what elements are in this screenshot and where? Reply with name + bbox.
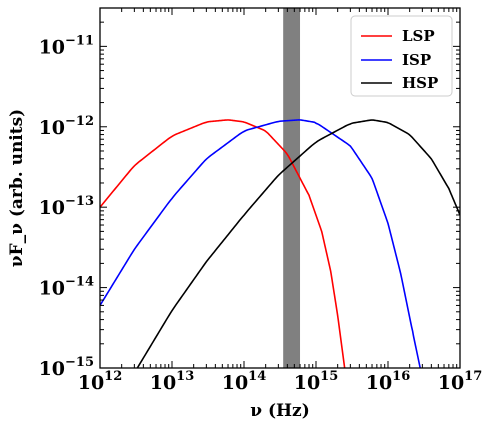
tick-layer <box>99 7 461 369</box>
x-tick-label: 1012 <box>78 369 123 394</box>
y-tick-label: 10−12 <box>39 114 94 139</box>
series-line-isp <box>100 119 421 368</box>
x-tick-label: 1014 <box>222 369 267 394</box>
tick-label-layer: 1012 1013 1014 1015 1016 1017 10−15 10−14 10−13 1… <box>39 33 483 394</box>
y-tick-label: 10−11 <box>39 33 94 58</box>
x-tick-label: 1013 <box>150 369 195 394</box>
legend-label-hsp: HSP <box>402 74 438 92</box>
plot-frame <box>99 7 461 369</box>
shaded-band <box>283 8 301 368</box>
shaded-band-layer <box>283 8 301 368</box>
x-tick-label: 1016 <box>366 369 411 394</box>
legend: LSP ISP HSP <box>350 15 453 97</box>
legend-label-isp: ISP <box>402 51 431 69</box>
y-tick-label: 10−15 <box>39 355 94 380</box>
x-tick-label: 1017 <box>438 369 483 394</box>
x-tick-label: 1015 <box>294 369 339 394</box>
legend-label-lsp: LSP <box>402 27 435 45</box>
x-axis-title: ν (Hz) <box>250 401 310 421</box>
y-tick-label: 10−14 <box>39 275 94 300</box>
y-tick-label: 10−13 <box>39 194 94 219</box>
series-line-lsp <box>100 119 346 368</box>
series-line-hsp <box>136 119 460 368</box>
series-layer <box>100 119 460 368</box>
y-axis-title: νF_ν (arb. units) <box>7 109 27 267</box>
